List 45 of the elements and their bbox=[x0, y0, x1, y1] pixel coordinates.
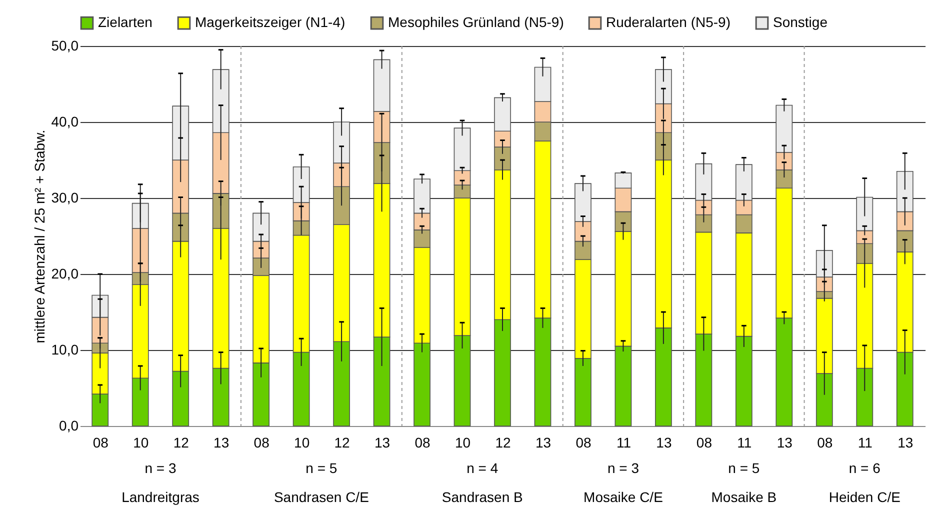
x-tick-label: 13 bbox=[898, 434, 914, 450]
text: n = 4 bbox=[466, 460, 498, 476]
x-tick-label: 08 bbox=[414, 434, 431, 450]
x-tick-label: 13 bbox=[656, 434, 672, 450]
legend-label: Sonstige bbox=[773, 14, 828, 30]
x-tick-label: 08 bbox=[254, 434, 270, 450]
x-tick-label: 10 bbox=[454, 434, 471, 450]
text: n = 5 bbox=[728, 460, 760, 476]
x-tick-label: 10 bbox=[133, 434, 149, 450]
legend-label: Ruderalarten (N5-9) bbox=[606, 14, 730, 30]
x-tick-label: 10 bbox=[294, 434, 310, 450]
y-tick-label: 40,0 bbox=[51, 114, 79, 130]
x-tick-label: 13 bbox=[214, 434, 230, 450]
text: n = 6 bbox=[848, 460, 881, 476]
text: n = 3 bbox=[607, 460, 640, 476]
x-tick-label: 13 bbox=[535, 434, 552, 450]
y-axis-title: mittlere Artenzahl / 25 m² + Stabw. bbox=[31, 130, 48, 344]
x-tick-label: 12 bbox=[173, 434, 190, 450]
text: Sandrasen C/E bbox=[274, 489, 369, 505]
x-tick-label: 11 bbox=[616, 434, 632, 450]
x-tick-label: 08 bbox=[696, 434, 712, 450]
text: n = 3 bbox=[144, 460, 176, 476]
x-tick-label: 08 bbox=[817, 434, 833, 450]
y-tick-label: 10,0 bbox=[51, 342, 79, 358]
x-tick-label: 11 bbox=[737, 434, 752, 450]
legend-label: Magerkeitszeiger (N1-4) bbox=[195, 14, 346, 30]
x-tick-label: 08 bbox=[576, 434, 592, 450]
x-tick-label: 08 bbox=[92, 434, 109, 450]
x-tick-label: 11 bbox=[858, 434, 873, 450]
text: Mosaike C/E bbox=[584, 489, 663, 505]
legend-label: Zielarten bbox=[98, 14, 152, 30]
legend-label: Mesophiles Grünland (N5-9) bbox=[388, 14, 564, 30]
x-tick-label: 13 bbox=[374, 434, 390, 450]
text: n = 5 bbox=[306, 460, 338, 476]
x-tick-label: 13 bbox=[776, 434, 793, 450]
text: Sandrasen B bbox=[442, 489, 523, 505]
y-tick-label: 30,0 bbox=[51, 190, 79, 206]
y-tick-label: 20,0 bbox=[51, 266, 79, 282]
y-tick-label: 50,0 bbox=[51, 38, 79, 54]
text: Mosaike B bbox=[711, 489, 777, 505]
text: Landreitgras bbox=[122, 489, 200, 505]
x-tick-label: 12 bbox=[334, 434, 350, 450]
x-tick-label: 12 bbox=[495, 434, 511, 450]
y-tick-label: 0,0 bbox=[59, 418, 79, 434]
text: Heiden C/E bbox=[828, 489, 900, 505]
